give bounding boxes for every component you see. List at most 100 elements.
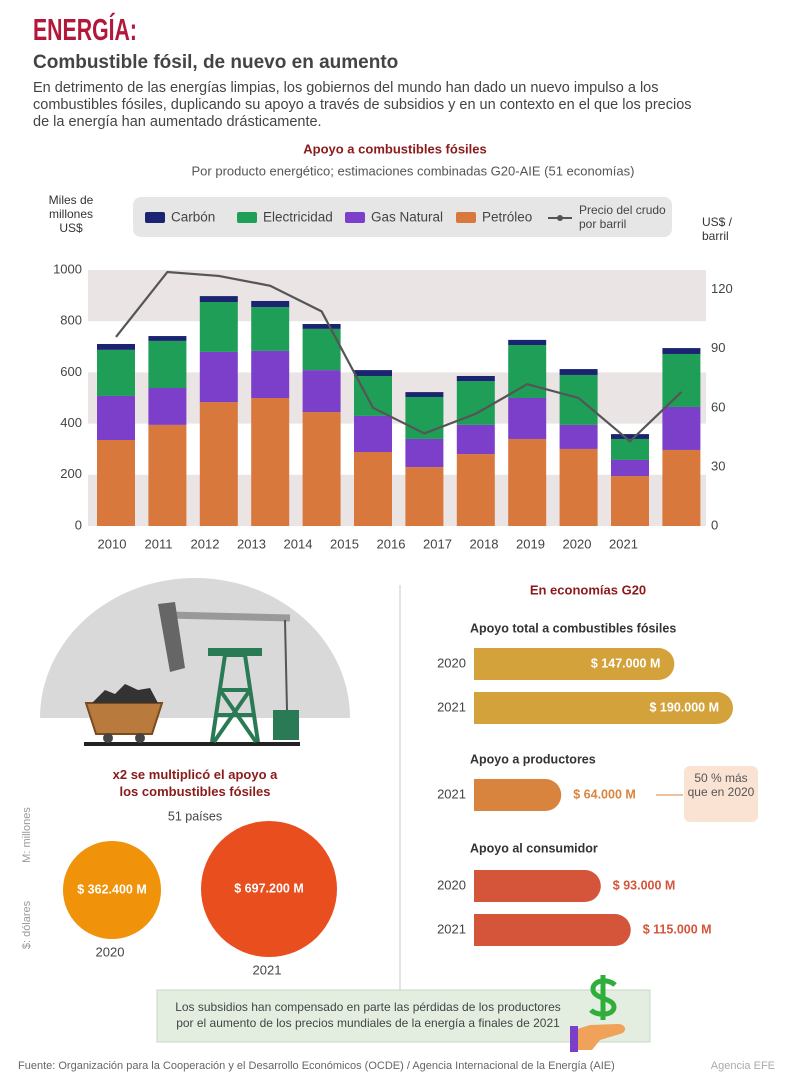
- y-tick-label: 600: [60, 364, 82, 379]
- bar-segment: [662, 353, 701, 407]
- bar-segment: [354, 415, 392, 453]
- value-label: $ 147.000 M: [591, 656, 661, 670]
- group-title: Apoyo total a combustibles fósiles: [470, 621, 676, 635]
- bubble-year: 2020: [96, 944, 125, 959]
- legend-box: [133, 197, 672, 237]
- bar-segment: [199, 302, 238, 352]
- row-label: 2020: [437, 655, 466, 670]
- note-currency: $: dólares: [21, 900, 33, 949]
- x-tick-label: 2018: [470, 536, 499, 551]
- bar-segment: [611, 434, 649, 439]
- legend-label: Gas Natural: [371, 210, 443, 225]
- bubble-label: $ 362.400 M: [77, 882, 147, 896]
- bar-segment: [148, 388, 187, 425]
- horsehead: [158, 602, 185, 672]
- y-tick-label: 0: [75, 517, 82, 532]
- hbar: [474, 648, 675, 680]
- legend-label: Electricidad: [263, 210, 333, 225]
- bar-segment: [405, 438, 444, 468]
- bar-segment: [97, 439, 135, 526]
- x-tick-label: 2014: [284, 536, 313, 551]
- value-label: $ 115.000 M: [643, 922, 712, 936]
- bar-segment: [559, 448, 598, 526]
- value-label: $ 190.000 M: [650, 700, 720, 714]
- y-tick-label: 800: [60, 313, 82, 328]
- bubble-subtitle: 51 países: [168, 809, 222, 823]
- bar-segment: [611, 476, 649, 526]
- x-tick-label: 2015: [330, 536, 359, 551]
- bar-segment: [199, 296, 238, 302]
- chart-subtitle: Por producto energético; estimaciones co…: [192, 163, 635, 178]
- bubble-year: 2021: [253, 962, 282, 977]
- x-tick-label: 2019: [516, 536, 545, 551]
- dollar-icon: [589, 975, 617, 1020]
- bar-segment: [508, 438, 547, 526]
- bar-segment: [148, 340, 187, 389]
- bar-segment: [405, 467, 444, 526]
- bar-segment: [251, 307, 290, 351]
- bar-segment: [508, 345, 547, 398]
- beam: [167, 611, 291, 622]
- bar-segment: [456, 424, 495, 455]
- hand-icon: [574, 1024, 626, 1050]
- bar-segment: [508, 398, 547, 439]
- note: Los subsidios han compensado en parte la…: [175, 1000, 561, 1030]
- y2-axis-label: US$ / barril: [702, 215, 733, 243]
- annotation-box: [684, 766, 758, 822]
- legend-dot: [557, 215, 563, 221]
- bar-segment: [97, 343, 135, 350]
- annotation: 50 % más que en 2020: [687, 771, 755, 799]
- bar-segment: [456, 454, 495, 526]
- bar-segment: [251, 350, 290, 398]
- bar-segment: [559, 374, 598, 425]
- credit: Agencia EFE: [711, 1060, 775, 1072]
- note-units: M: millones: [21, 807, 33, 863]
- hbar: [474, 914, 631, 946]
- x-tick-label: 2017: [423, 536, 452, 551]
- bar-segment: [97, 349, 135, 396]
- y2-tick-label: 60: [711, 399, 725, 414]
- row-label: 2021: [437, 921, 466, 936]
- bubble: [62, 840, 162, 940]
- band: [88, 372, 706, 424]
- y-tick-label: 400: [60, 415, 82, 430]
- group-title: Apoyo al consumidor: [470, 841, 598, 855]
- intro-line: combustibles fósiles, duplicando su apoy…: [33, 97, 692, 113]
- derrick-top: [208, 648, 262, 656]
- legend-label: Petróleo: [482, 210, 532, 225]
- bar-segment: [559, 369, 598, 375]
- brand: ENERGÍA:: [33, 12, 137, 47]
- bar-segment: [251, 398, 290, 526]
- row-label: 2021: [437, 699, 466, 714]
- band: [88, 270, 706, 322]
- rod: [284, 619, 288, 711]
- bar-segment: [97, 395, 135, 440]
- bar-segment: [405, 396, 444, 439]
- note-box: [156, 989, 651, 1043]
- hbar-title: En economías G20: [530, 582, 646, 597]
- price-line: [115, 270, 683, 443]
- coal: [92, 684, 158, 703]
- row-label: 2020: [437, 877, 466, 892]
- wheel: [135, 733, 145, 743]
- chart-title: Apoyo a combustibles fósiles: [303, 141, 487, 156]
- x-tick-label: 2010: [98, 536, 127, 551]
- y2-tick-label: 120: [711, 281, 733, 296]
- legend-swatch: [345, 212, 365, 223]
- x-tick-label: 2021: [609, 536, 638, 551]
- bubble-label: $ 697.200 M: [234, 881, 304, 895]
- title: Combustible fósil, de nuevo en aumento: [33, 52, 398, 73]
- source: Fuente: Organización para la Cooperación…: [18, 1060, 615, 1072]
- bar-segment: [611, 459, 649, 477]
- bar-segment: [251, 300, 290, 308]
- legend-label: Precio del crudo por barril: [579, 203, 666, 231]
- x-tick-label: 2011: [145, 536, 173, 551]
- row-label: 2021: [437, 786, 466, 801]
- bar-segment: [456, 375, 495, 382]
- bar-segment: [354, 452, 392, 526]
- bar-segment: [354, 370, 392, 376]
- band: [88, 474, 706, 526]
- value-label: $ 93.000 M: [613, 878, 676, 892]
